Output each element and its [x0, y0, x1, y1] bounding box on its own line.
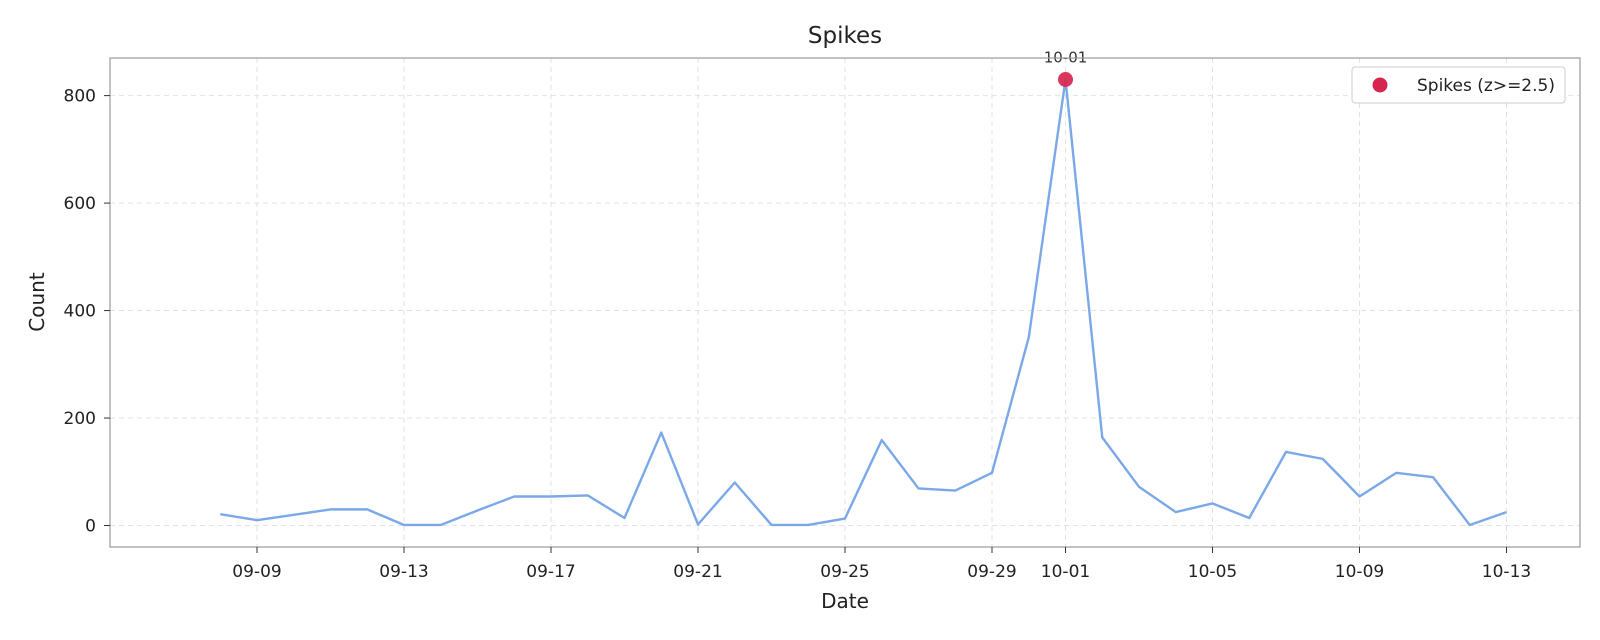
y-axis-title: Count — [25, 272, 49, 332]
count-line — [220, 78, 1507, 527]
y-tick-label: 600 — [64, 194, 96, 214]
grid — [110, 58, 1580, 547]
x-axis-title: Date — [821, 589, 869, 613]
legend: Spikes (z>=2.5) — [1351, 66, 1566, 104]
x-tick-label: 10-09 — [1335, 562, 1384, 582]
x-tick-label: 10-05 — [1188, 562, 1237, 582]
x-tick-label: 09-25 — [820, 562, 869, 582]
legend-marker — [1372, 77, 1388, 93]
x-tick-label: 10-01 — [1041, 562, 1090, 582]
legend-box — [1351, 66, 1566, 104]
x-axis-ticks: 09-09 09-13 09-17 09-21 09-25 09-29 10-01 10-05… — [232, 547, 1531, 582]
x-tick-label: 10-13 — [1482, 562, 1531, 582]
line-series — [220, 78, 1507, 527]
x-tick-label: 09-29 — [967, 562, 1016, 582]
x-tick-label: 09-17 — [526, 562, 575, 582]
y-tick-label: 0 — [85, 517, 96, 537]
y-axis-ticks: 0 200 400 600 800 — [64, 87, 110, 537]
legend-label: Spikes (z>=2.5) — [1417, 76, 1555, 96]
y-tick-label: 200 — [64, 409, 96, 429]
spike-point — [1058, 71, 1073, 87]
y-tick-label: 400 — [64, 302, 96, 322]
x-tick-label: 09-13 — [379, 562, 428, 582]
y-tick-label: 800 — [64, 87, 96, 107]
chart-title: Spikes — [808, 23, 882, 49]
x-tick-label: 09-09 — [232, 562, 281, 582]
x-tick-label: 09-21 — [673, 562, 722, 582]
